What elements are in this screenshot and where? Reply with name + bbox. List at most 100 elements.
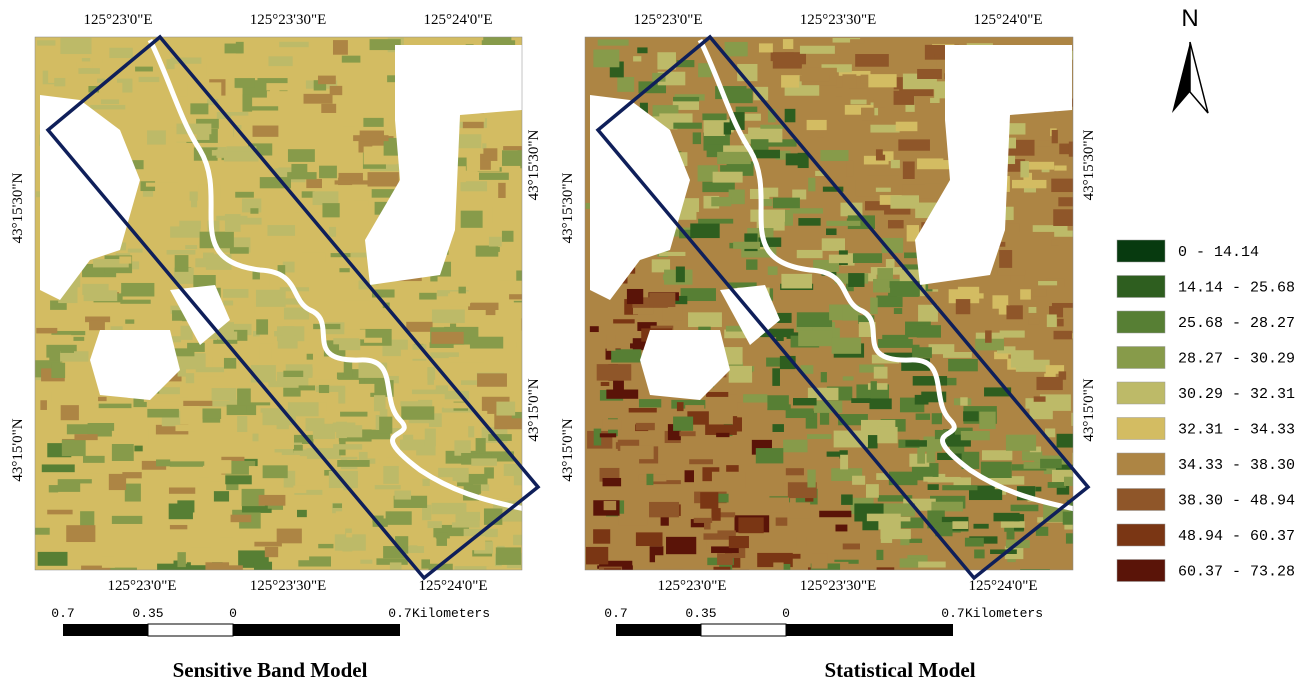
raster-cell [896, 122, 918, 131]
raster-cell [380, 458, 386, 464]
raster-cell [797, 312, 832, 327]
raster-cell [49, 485, 58, 492]
raster-cell [278, 335, 298, 348]
raster-cell [1029, 402, 1052, 419]
raster-cell [61, 405, 79, 420]
longitude-label: 125°23'0"E [634, 12, 703, 28]
raster-cell [856, 180, 876, 196]
raster-cell [224, 152, 259, 162]
raster-cell [829, 255, 850, 264]
raster-cell [890, 195, 919, 208]
raster-cell [344, 360, 352, 377]
raster-cell [963, 411, 979, 421]
raster-cell [593, 50, 619, 68]
latitude-label: 43°15'30"N [526, 130, 542, 201]
raster-cell [832, 338, 862, 354]
raster-cell [751, 139, 769, 150]
raster-cell [364, 338, 382, 343]
raster-cell [44, 335, 71, 343]
raster-cell [513, 216, 524, 227]
legend-label: 0 - 14.14 [1178, 244, 1259, 261]
raster-cell [776, 517, 788, 525]
raster-cell [636, 532, 663, 546]
raster-cell [310, 379, 338, 385]
raster-cell [1063, 512, 1094, 525]
raster-cell [496, 402, 515, 416]
longitude-label: 125°23'0"E [84, 12, 153, 28]
raster-cell [811, 554, 827, 569]
raster-cell [342, 543, 352, 551]
raster-cell [169, 488, 195, 494]
raster-cell [313, 324, 340, 329]
raster-cell [212, 388, 237, 401]
raster-cell [1059, 371, 1067, 379]
raster-cell [904, 252, 917, 258]
raster-cell [146, 183, 179, 187]
scale-bar [63, 624, 148, 636]
raster-cell [419, 293, 436, 300]
map-raster [35, 37, 557, 581]
raster-cell [139, 77, 160, 82]
raster-cell [1012, 180, 1046, 188]
longitude-label: 125°24'0"E [974, 12, 1043, 28]
raster-cell [121, 283, 154, 297]
raster-cell [877, 268, 893, 280]
raster-cell [36, 328, 57, 334]
raster-cell [760, 125, 785, 129]
raster-cell [716, 433, 729, 437]
raster-cell [1052, 130, 1058, 143]
raster-cell [483, 148, 497, 161]
raster-cell [203, 418, 221, 422]
raster-cell [413, 38, 448, 42]
raster-cell [702, 113, 726, 120]
raster-cell [613, 319, 635, 323]
raster-cell [851, 100, 867, 105]
raster-cell [468, 303, 498, 310]
raster-cell [960, 397, 967, 405]
raster-cell [773, 198, 800, 209]
raster-cell [881, 537, 892, 543]
scale-unit: Kilometers [965, 606, 1043, 621]
raster-cell [521, 318, 557, 330]
raster-cell [109, 48, 132, 59]
raster-cell [294, 121, 318, 134]
raster-cell [836, 87, 842, 97]
raster-cell [604, 568, 621, 585]
latitude-label: 43°15'30"N [560, 173, 576, 244]
scale-label: 0 [782, 606, 790, 621]
raster-cell [637, 47, 647, 53]
latitude-label: 43°15'0"N [10, 418, 26, 481]
raster-cell [807, 470, 815, 488]
raster-cell [917, 69, 942, 79]
raster-cell [600, 433, 616, 437]
legend-label: 34.33 - 38.30 [1178, 457, 1295, 474]
raster-cell [948, 359, 978, 371]
raster-cell [807, 120, 827, 130]
raster-cell [917, 562, 946, 568]
raster-cell [1011, 505, 1039, 512]
raster-cell [1011, 350, 1034, 367]
raster-cell [112, 444, 134, 461]
raster-cell [344, 306, 366, 316]
raster-cell [1040, 459, 1062, 469]
raster-cell [219, 523, 233, 537]
raster-cell [242, 94, 252, 111]
raster-cell [898, 139, 930, 150]
raster-cell [639, 399, 661, 407]
raster-cell [304, 94, 333, 104]
raster-cell [374, 395, 386, 411]
legend-swatch [1117, 240, 1165, 262]
legend-label: 28.27 - 30.29 [1178, 351, 1295, 368]
raster-cell [754, 150, 780, 159]
raster-cell [917, 325, 941, 337]
raster-cell [306, 418, 325, 431]
raster-cell [917, 446, 925, 464]
raster-cell [679, 431, 695, 436]
latitude-label: 43°15'30"N [10, 173, 26, 244]
raster-cell [876, 296, 902, 308]
raster-cell [468, 426, 474, 437]
legend-swatch [1117, 453, 1165, 475]
scale-bar [701, 624, 786, 636]
scale-label: 0.7 [388, 606, 411, 621]
raster-cell [852, 476, 865, 485]
